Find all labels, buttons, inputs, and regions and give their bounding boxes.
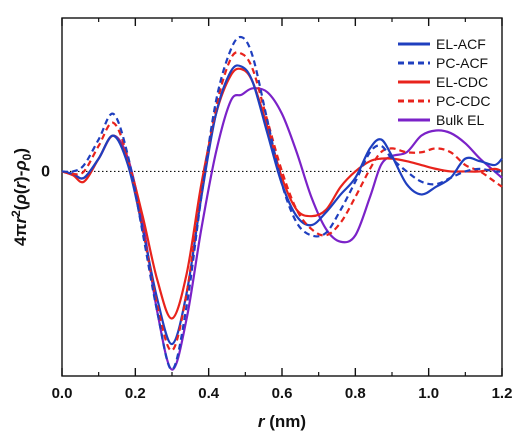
- y-axis-label: 4πr2(ρ(r)-ρ0): [9, 148, 34, 246]
- x-tick-label: 0.4: [198, 385, 220, 402]
- series-line-pc-cdc: [61, 51, 503, 352]
- series-line-bulk-el: [61, 87, 503, 371]
- series-line-pc-acf: [61, 35, 503, 371]
- x-tick-label: 1.2: [492, 385, 513, 402]
- legend-label-pc-cdc: PC-CDC: [436, 93, 490, 109]
- plot-frame: [61, 17, 503, 377]
- series-layer: [61, 35, 503, 371]
- x-tick-label: 1.0: [418, 385, 439, 402]
- x-tick-label: 0.6: [272, 385, 293, 402]
- axis-ticks: 0.0 0.2 0.4 0.6 0.8 1.0 1.2: [52, 18, 513, 402]
- y-tick-label-zero: 0: [41, 163, 50, 180]
- legend: EL-ACF PC-ACF EL-CDC PC-CDC Bulk EL: [398, 36, 490, 128]
- legend-label-pc-acf: PC-ACF: [436, 55, 488, 71]
- legend-label-bulk-el: Bulk EL: [436, 112, 484, 128]
- legend-label-el-acf: EL-ACF: [436, 36, 486, 52]
- x-tick-label: 0.8: [345, 385, 366, 402]
- x-tick-label: 0.2: [125, 385, 146, 402]
- x-tick-label: 0.0: [52, 385, 73, 402]
- legend-label-el-cdc: EL-CDC: [436, 74, 488, 90]
- x-axis-label: r (nm): [258, 412, 306, 431]
